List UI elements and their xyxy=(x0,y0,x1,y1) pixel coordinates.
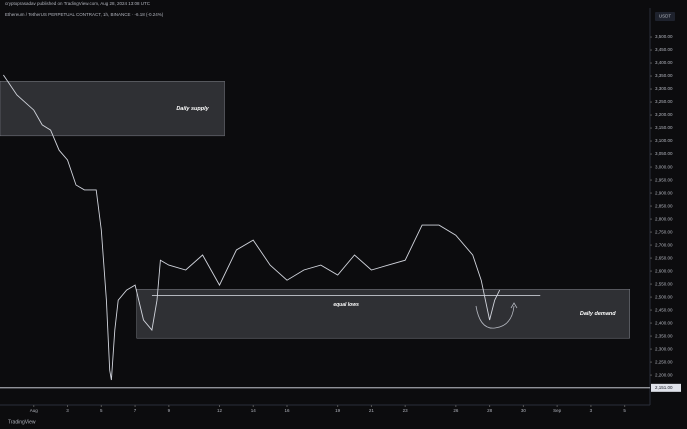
y-tick-label: 3,450.00 xyxy=(655,47,673,52)
y-tick-label: 2,650.00 xyxy=(655,255,673,260)
x-tick-label: 5 xyxy=(623,408,626,413)
y-tick-label: 2,950.00 xyxy=(655,177,673,182)
price-line xyxy=(3,74,501,381)
annotation-arrow xyxy=(510,302,518,309)
y-tick-label: 2,500.00 xyxy=(655,294,673,299)
zone xyxy=(136,289,630,339)
x-tick-label: 3 xyxy=(66,408,69,413)
y-tick-label: 3,400.00 xyxy=(655,60,673,65)
x-tick-label: 16 xyxy=(285,408,291,413)
y-tick-label: 3,350.00 xyxy=(655,73,673,78)
x-tick-label: 23 xyxy=(403,408,409,413)
x-tick-label: Sep xyxy=(553,408,562,413)
y-tick-label: 2,900.00 xyxy=(655,190,673,195)
x-tick-label: 3 xyxy=(590,408,593,413)
zone-label: Daily supply xyxy=(176,106,209,112)
y-tick-label: 2,750.00 xyxy=(655,229,673,234)
publisher: cryptoprasadav published on TradingView.… xyxy=(5,1,151,6)
y-tick-label: 2,850.00 xyxy=(655,203,673,208)
x-tick-label: 5 xyxy=(100,408,103,413)
x-tick-label: 9 xyxy=(168,408,171,413)
y-tick-label: 3,100.00 xyxy=(655,138,673,143)
level-label: equal lows xyxy=(333,302,359,308)
y-tick-label: 3,050.00 xyxy=(655,151,673,156)
y-tick-label: 2,350.00 xyxy=(655,333,673,338)
y-tick-label: 2,300.00 xyxy=(655,346,673,351)
currency: USDT xyxy=(659,14,672,19)
x-tick-label: Aug xyxy=(30,408,39,413)
zone xyxy=(0,81,225,137)
annotation-curve xyxy=(475,305,515,329)
y-tick-label: 3,500.00 xyxy=(655,34,673,39)
x-tick-label: 14 xyxy=(251,408,257,413)
price-tag xyxy=(651,383,681,392)
zone-label: Daily demand xyxy=(580,311,616,317)
y-tick-label: 3,000.00 xyxy=(655,164,673,169)
y-tick-label: 2,400.00 xyxy=(655,320,673,325)
y-tick-label: 3,150.00 xyxy=(655,125,673,130)
x-tick-label: 19 xyxy=(335,408,341,413)
y-tick-label: 3,250.00 xyxy=(655,99,673,104)
y-tick-label: 2,800.00 xyxy=(655,216,673,221)
y-tick-label: 3,200.00 xyxy=(655,112,673,117)
x-tick-label: 7 xyxy=(134,408,137,413)
x-tick-label: 26 xyxy=(453,408,459,413)
footer-logo: TradingView xyxy=(8,419,36,425)
y-tick-label: 2,550.00 xyxy=(655,281,673,286)
y-tick-label: 2,700.00 xyxy=(655,242,673,247)
x-tick-label: 28 xyxy=(487,408,493,413)
symbol-info: Ethereum / TetherUS PERPETUAL CONTRACT, … xyxy=(5,12,164,17)
y-tick-label: 2,250.00 xyxy=(655,359,673,364)
y-tick-label: 2,450.00 xyxy=(655,307,673,312)
price-tag-label: 2,151.00 xyxy=(655,385,673,390)
y-tick-label: 3,300.00 xyxy=(655,86,673,91)
y-tick-label: 2,200.00 xyxy=(655,372,673,377)
x-tick-label: 12 xyxy=(217,408,223,413)
x-tick-label: 21 xyxy=(369,408,375,413)
currency-box xyxy=(655,12,675,21)
y-tick-label: 2,600.00 xyxy=(655,268,673,273)
x-tick-label: 30 xyxy=(521,408,527,413)
